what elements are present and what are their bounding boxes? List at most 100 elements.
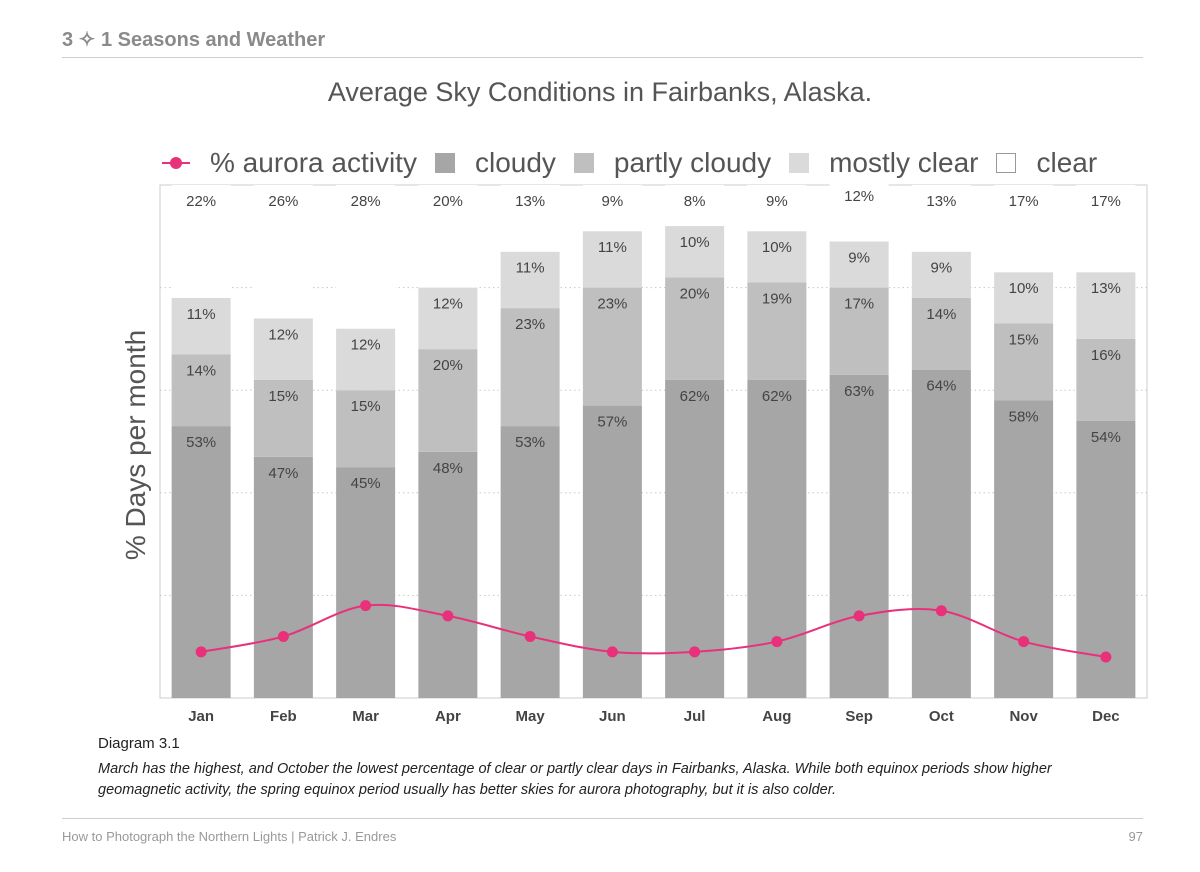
bar-segment-cloudy — [336, 467, 396, 698]
x-tick-label: Feb — [270, 708, 297, 725]
bar-data-label: 17% — [1091, 193, 1121, 210]
bar-segment-clear — [418, 185, 478, 288]
bar-data-label: 63% — [844, 383, 874, 400]
bar-segment-mostly-clear — [171, 297, 231, 355]
bar-data-label: 62% — [680, 388, 710, 405]
page-number: 97 — [1128, 829, 1143, 844]
bar-data-label: 13% — [1091, 280, 1121, 297]
legend-swatch-mostly-clear — [789, 153, 810, 173]
bar-data-label: 11% — [187, 306, 216, 323]
bar-segment-cloudy — [665, 379, 725, 698]
plot-frame — [159, 184, 1148, 699]
bar-data-label: 48% — [433, 460, 463, 477]
bar-segment-partly-cloudy — [911, 297, 971, 370]
bar-data-label: 15% — [1009, 332, 1039, 349]
bar-data-label: 22% — [186, 193, 216, 210]
x-tick-label: May — [516, 708, 546, 725]
bar-data-label: 11% — [598, 239, 627, 256]
bar-data-label: 19% — [762, 290, 792, 307]
bar-segment-cloudy — [994, 400, 1054, 698]
bar-data-label: 9% — [602, 193, 624, 210]
bar-segment-mostly-clear — [253, 318, 313, 380]
bar-segment-clear — [911, 185, 971, 252]
bar-segment-mostly-clear — [418, 287, 478, 350]
bar-segment-cloudy — [500, 426, 560, 698]
bar-data-label: 12% — [268, 326, 298, 343]
bar-data-label: 62% — [762, 388, 792, 405]
aurora-activity-point — [360, 600, 372, 612]
chart-legend: % aurora activity cloudy partly cloudy m… — [162, 145, 1097, 181]
bar-segment-clear — [665, 185, 725, 227]
aurora-activity-point — [442, 610, 454, 622]
bar-data-label: 14% — [186, 362, 216, 379]
bar-segment-mostly-clear — [829, 241, 889, 288]
bar-segment-cloudy — [253, 456, 313, 698]
legend-swatch-cloudy — [434, 153, 455, 173]
bar-segment-partly-cloudy — [500, 308, 560, 427]
bar-data-label: 20% — [680, 285, 710, 302]
bar-segment-mostly-clear — [500, 251, 560, 309]
chart-title: Average Sky Conditions in Fairbanks, Ala… — [327, 77, 873, 107]
bar-segment-cloudy — [911, 369, 971, 698]
legend-swatch-aurora — [162, 153, 190, 173]
legend-swatch-partly-cloudy — [573, 153, 594, 173]
bar-data-label: 9% — [848, 249, 870, 266]
bar-segment-clear — [994, 185, 1054, 273]
bar-data-label: 8% — [684, 193, 706, 210]
bar-data-label: 57% — [597, 414, 627, 431]
x-tick-label: Aug — [762, 708, 791, 725]
bar-data-label: 20% — [433, 193, 463, 210]
header-divider — [62, 57, 1143, 58]
bar-segment-cloudy — [829, 374, 889, 698]
aurora-activity-point — [524, 630, 536, 642]
bar-segment-mostly-clear — [582, 231, 642, 288]
x-tick-label: Sep — [845, 708, 873, 725]
bar-segment-cloudy — [747, 379, 807, 698]
legend-item-clear: clear — [996, 147, 1097, 179]
legend-label-aurora: % aurora activity — [210, 147, 417, 178]
bar-data-label: 11% — [516, 260, 545, 277]
bar-data-label: 13% — [926, 193, 956, 210]
bar-data-label: 64% — [926, 378, 956, 395]
bar-segment-mostly-clear — [994, 272, 1054, 324]
bar-segment-clear — [500, 185, 560, 252]
legend-label-cloudy: cloudy — [474, 147, 556, 178]
bar-data-label: 15% — [268, 388, 298, 405]
legend-label-mostly-clear: mostly clear — [829, 147, 979, 178]
legend-item-partly-cloudy: partly cloudy — [573, 147, 772, 179]
bar-data-label: 10% — [1009, 280, 1039, 297]
bar-data-label: 12% — [433, 296, 463, 313]
bar-segment-partly-cloudy — [747, 282, 807, 380]
x-tick-label: Mar — [352, 708, 379, 725]
x-tick-label: Nov — [1009, 708, 1038, 725]
legend-label-partly-cloudy: partly cloudy — [613, 147, 772, 178]
legend-swatch-clear — [996, 153, 1017, 173]
legend-item-aurora: % aurora activity — [162, 147, 417, 179]
bar-data-label: 14% — [926, 306, 956, 323]
bar-data-label: 26% — [268, 193, 298, 210]
aurora-activity-point — [606, 646, 618, 658]
bar-segment-mostly-clear — [1076, 272, 1136, 339]
bar-data-label: 17% — [844, 296, 874, 313]
bar-data-label: 9% — [766, 193, 788, 210]
aurora-activity-point — [771, 636, 783, 648]
bar-segment-partly-cloudy — [253, 379, 313, 457]
bar-segment-mostly-clear — [336, 328, 396, 391]
legend-item-mostly-clear: mostly clear — [789, 147, 978, 179]
x-tick-label: Dec — [1092, 708, 1120, 725]
bar-segment-clear — [829, 179, 889, 242]
bar-segment-partly-cloudy — [829, 287, 889, 375]
aurora-activity-point — [935, 605, 947, 617]
bar-segment-cloudy — [418, 451, 478, 698]
x-tick-label: Jul — [684, 708, 706, 725]
bar-data-label: 10% — [762, 239, 792, 256]
aurora-activity-point — [1100, 651, 1112, 663]
bar-data-label: 16% — [1091, 347, 1121, 364]
bar-segment-mostly-clear — [911, 251, 971, 298]
bar-segment-clear — [1076, 185, 1136, 273]
bar-segment-mostly-clear — [747, 231, 807, 283]
bar-segment-partly-cloudy — [418, 349, 478, 452]
bar-data-label: 9% — [931, 260, 953, 277]
bar-data-label: 17% — [1009, 193, 1039, 210]
bar-data-label: 53% — [515, 434, 545, 451]
